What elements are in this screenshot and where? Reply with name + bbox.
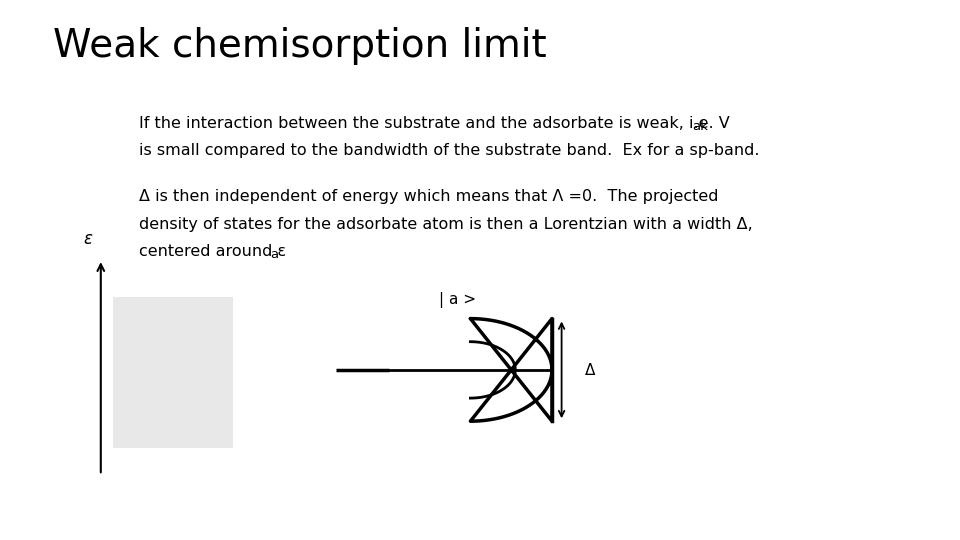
Text: is small compared to the bandwidth of the substrate band.  Ex for a sp-band.: is small compared to the bandwidth of th… xyxy=(139,143,759,158)
Text: Δ is then independent of energy which means that Λ =0.  The projected: Δ is then independent of energy which me… xyxy=(139,189,719,204)
Text: sp-band: sp-band xyxy=(145,366,201,380)
Text: density of states for the adsorbate atom is then a Lorentzian with a width Δ,: density of states for the adsorbate atom… xyxy=(139,217,753,232)
Text: ak: ak xyxy=(692,120,708,133)
Text: Weak chemisorption limit: Weak chemisorption limit xyxy=(53,27,546,65)
Text: $\Delta$: $\Delta$ xyxy=(584,362,596,378)
Text: $\varepsilon$: $\varepsilon$ xyxy=(84,231,93,248)
Text: If the interaction between the substrate and the adsorbate is weak, i.e. V: If the interaction between the substrate… xyxy=(139,116,730,131)
Text: a: a xyxy=(270,248,277,261)
Text: centered around ε: centered around ε xyxy=(139,244,286,259)
Text: | a >: | a > xyxy=(440,292,476,308)
Polygon shape xyxy=(470,319,552,421)
